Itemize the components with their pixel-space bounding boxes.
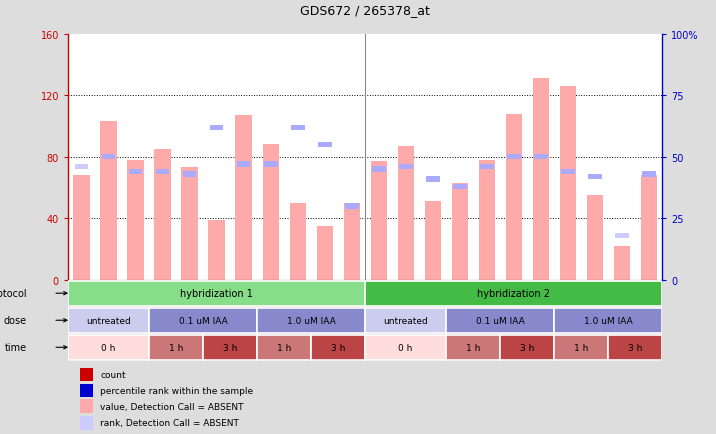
Bar	[614, 246, 630, 280]
Text: protocol: protocol	[0, 289, 26, 299]
Bar	[291, 125, 304, 131]
Text: 1 h: 1 h	[466, 343, 480, 352]
Bar	[399, 164, 412, 170]
Bar	[155, 169, 170, 175]
Bar	[425, 202, 441, 280]
Bar	[365, 308, 446, 333]
Bar	[480, 164, 493, 170]
Text: 3 h: 3 h	[520, 343, 534, 352]
Bar	[316, 227, 333, 280]
Bar	[533, 79, 549, 280]
Text: hybridization 1: hybridization 1	[180, 289, 253, 299]
Bar	[210, 125, 223, 131]
Bar	[505, 115, 522, 280]
Bar	[560, 87, 576, 280]
Text: 3 h: 3 h	[628, 343, 642, 352]
Bar	[149, 335, 203, 360]
Bar	[149, 308, 257, 333]
Bar	[642, 172, 656, 177]
Bar	[507, 155, 521, 160]
Text: count: count	[100, 370, 126, 379]
Bar	[236, 116, 252, 280]
Bar	[609, 335, 662, 360]
Text: 0 h: 0 h	[102, 343, 116, 352]
Text: 1.0 uM IAA: 1.0 uM IAA	[287, 316, 336, 325]
Bar	[80, 384, 93, 398]
Bar	[208, 220, 225, 280]
Text: 1 h: 1 h	[574, 343, 589, 352]
Text: dose: dose	[4, 316, 26, 326]
Text: GDS672 / 265378_at: GDS672 / 265378_at	[300, 4, 430, 17]
Bar	[397, 147, 414, 280]
Text: 0.1 uM IAA: 0.1 uM IAA	[179, 316, 228, 325]
Bar	[371, 162, 387, 280]
Text: 1 h: 1 h	[277, 343, 291, 352]
Bar	[80, 399, 93, 413]
Bar	[446, 308, 554, 333]
Bar	[453, 184, 467, 190]
Bar	[344, 204, 359, 280]
Bar	[561, 169, 575, 175]
Text: 0.1 uM IAA: 0.1 uM IAA	[476, 316, 525, 325]
Bar	[129, 169, 142, 175]
Bar	[102, 155, 115, 160]
Bar	[68, 308, 149, 333]
Bar	[237, 162, 251, 168]
Bar	[100, 122, 117, 280]
Bar	[127, 161, 144, 280]
Text: 3 h: 3 h	[331, 343, 345, 352]
Text: 1.0 uM IAA: 1.0 uM IAA	[584, 316, 633, 325]
Bar	[452, 184, 468, 280]
Bar	[68, 335, 149, 360]
Bar	[641, 176, 657, 280]
Bar	[365, 281, 662, 306]
Text: 3 h: 3 h	[223, 343, 237, 352]
Bar	[183, 172, 196, 177]
Bar	[257, 308, 365, 333]
Bar	[68, 281, 365, 306]
Bar	[554, 308, 662, 333]
Bar	[263, 145, 279, 280]
Bar	[588, 174, 601, 180]
Bar	[181, 168, 198, 280]
Bar	[311, 335, 365, 360]
Bar	[80, 368, 93, 381]
Bar	[478, 161, 495, 280]
Text: time: time	[4, 342, 26, 352]
Bar	[318, 142, 332, 148]
Bar	[74, 176, 90, 280]
Text: rank, Detection Call = ABSENT: rank, Detection Call = ABSENT	[100, 418, 239, 427]
Bar	[80, 416, 93, 430]
Bar	[365, 335, 446, 360]
Bar	[554, 335, 609, 360]
Text: untreated: untreated	[86, 316, 131, 325]
Bar	[586, 196, 603, 280]
Bar	[426, 177, 440, 182]
Bar	[155, 150, 170, 280]
Bar	[74, 164, 88, 170]
Bar	[203, 335, 257, 360]
Text: 1 h: 1 h	[169, 343, 183, 352]
Bar	[257, 335, 311, 360]
Bar	[534, 155, 548, 160]
Text: percentile rank within the sample: percentile rank within the sample	[100, 386, 253, 395]
Bar	[289, 204, 306, 280]
Bar	[500, 335, 554, 360]
Text: value, Detection Call = ABSENT: value, Detection Call = ABSENT	[100, 402, 243, 411]
Bar	[446, 335, 500, 360]
Text: 0 h: 0 h	[399, 343, 413, 352]
Bar	[345, 204, 359, 209]
Text: hybridization 2: hybridization 2	[478, 289, 550, 299]
Bar	[372, 167, 385, 172]
Text: untreated: untreated	[383, 316, 428, 325]
Bar	[615, 233, 629, 239]
Bar	[263, 162, 278, 168]
